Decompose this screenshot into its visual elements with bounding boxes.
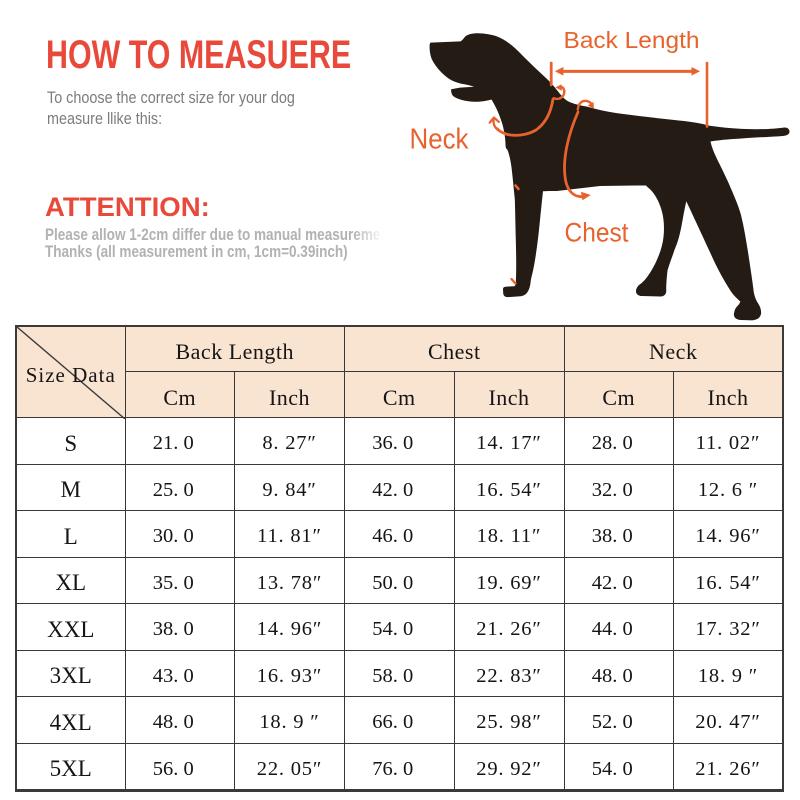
svg-text:Chest: Chest	[565, 218, 630, 248]
svg-text:Back Length: Back Length	[564, 27, 700, 53]
svg-text:Neck: Neck	[410, 124, 469, 156]
